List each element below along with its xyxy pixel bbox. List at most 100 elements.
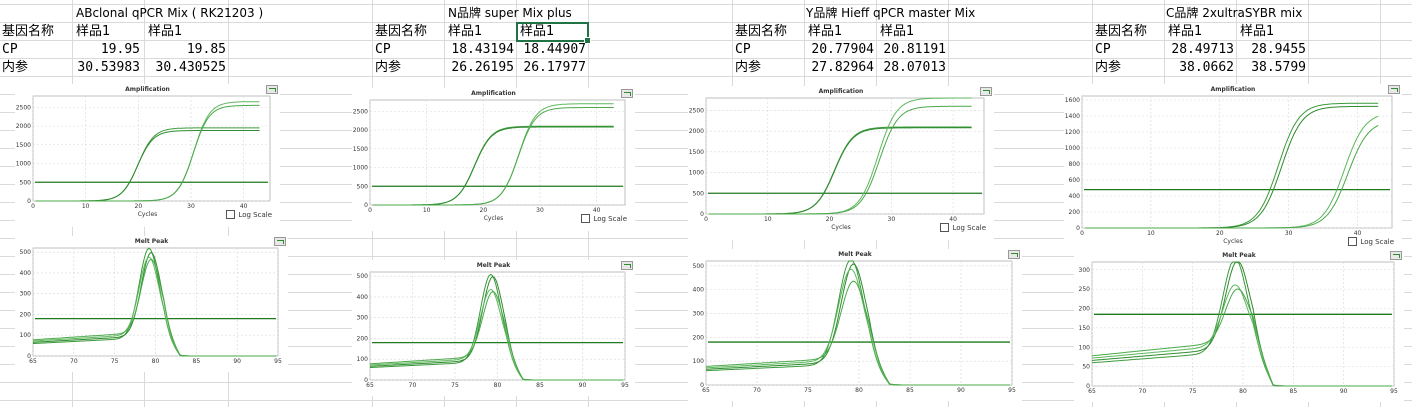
x-axis-label: Cycles bbox=[137, 211, 158, 218]
plot-options-button[interactable] bbox=[621, 261, 633, 270]
value-cell[interactable]: 30.53983 bbox=[77, 60, 140, 75]
product-title-cell[interactable]: Y品牌 Hieff qPCR master Mix bbox=[806, 6, 976, 20]
header-gene-name-cell[interactable]: 基因名称 bbox=[735, 24, 788, 39]
y-tick-label: 800 bbox=[1069, 161, 1081, 168]
header-sample-cell[interactable]: 样品1 bbox=[148, 24, 183, 39]
value-cell[interactable]: 38.5799 bbox=[1251, 60, 1306, 75]
log-scale-label: Log Scale bbox=[238, 210, 272, 219]
selected-cell-border[interactable] bbox=[516, 22, 591, 44]
x-tick-label: 40 bbox=[240, 203, 248, 210]
plot-options-button[interactable] bbox=[1008, 250, 1020, 259]
value-cell[interactable]: 27.82964 bbox=[811, 60, 874, 75]
y-tick-label: 300 bbox=[357, 315, 369, 322]
x-tick-label: 95 bbox=[1390, 388, 1398, 395]
plot-options-button[interactable] bbox=[1390, 251, 1402, 260]
x-tick-label: 20 bbox=[1216, 230, 1224, 237]
value-cell[interactable]: 18.44907 bbox=[523, 42, 586, 57]
product-title-cell[interactable]: ABclonal qPCR Mix ( RK21203 ) bbox=[76, 6, 264, 20]
value-cell[interactable]: 28.49713 bbox=[1171, 42, 1234, 57]
y-tick-label: 0 bbox=[700, 211, 704, 218]
x-tick-label: 75 bbox=[1189, 388, 1197, 395]
header-gene-name-cell[interactable]: 基因名称 bbox=[375, 24, 428, 39]
value-cell[interactable]: 30.430525 bbox=[155, 60, 226, 75]
row-label-cell[interactable]: CP bbox=[1095, 42, 1111, 57]
melt-peak-plot[interactable]: 65 70 75 80 85 90 95 0 100 200 300 400 500 Melt Peak bbox=[688, 249, 1022, 401]
y-tick-label: 200 bbox=[20, 311, 32, 318]
header-sample-cell[interactable]: 样品1 bbox=[880, 24, 915, 39]
log-scale-label: Log Scale bbox=[952, 223, 986, 232]
amplification-plot[interactable]: 0 10 20 30 40 0 200 400 600 800 1000 1200 1400 1600 Am… bbox=[1064, 84, 1402, 254]
amplification-plot[interactable]: 0 10 20 30 40 0 500 1000 1500 2000 2500 Amplificati… bbox=[688, 86, 994, 240]
melt-peak-plot[interactable]: 65 70 75 80 85 90 95 0 100 200 300 400 500 Melt Peak bbox=[352, 260, 635, 396]
product-title-cell[interactable]: C品牌 2xultraSYBR mix bbox=[1166, 6, 1303, 20]
fill-handle[interactable] bbox=[584, 37, 591, 44]
value-cell[interactable]: 38.0662 bbox=[1179, 60, 1234, 75]
row-label-cell[interactable]: CP bbox=[735, 42, 751, 57]
header-sample-cell[interactable]: 样品1 bbox=[76, 24, 111, 39]
series-line bbox=[35, 104, 260, 202]
y-tick-label: 400 bbox=[1069, 193, 1081, 200]
y-tick-label: 200 bbox=[1069, 209, 1081, 216]
plot-options-button[interactable] bbox=[621, 89, 633, 98]
value-cell[interactable]: 19.85 bbox=[186, 42, 226, 57]
row-label-cell[interactable]: 内参 bbox=[1095, 60, 1122, 75]
x-tick-label: 70 bbox=[753, 387, 761, 394]
header-sample-cell[interactable]: 样品1 bbox=[1168, 24, 1203, 39]
value-cell[interactable]: 26.17977 bbox=[523, 60, 586, 75]
header-sample-cell[interactable]: 样品1 bbox=[520, 24, 555, 39]
row-label-cell[interactable]: CP bbox=[375, 42, 391, 57]
plot-options-button[interactable] bbox=[1388, 85, 1400, 94]
y-tick-label: 0 bbox=[27, 198, 31, 205]
series-line bbox=[32, 258, 277, 357]
amplification-plot[interactable]: 0 10 20 30 40 0 500 1000 1500 2000 2500 Amplificati… bbox=[352, 88, 635, 231]
row-divider bbox=[0, 22, 1412, 23]
checkbox-box[interactable] bbox=[1348, 237, 1358, 246]
header-sample-cell[interactable]: 样品1 bbox=[1240, 24, 1275, 39]
value-cell[interactable]: 20.77904 bbox=[811, 42, 874, 57]
y-tick-label: 300 bbox=[693, 310, 705, 317]
header-sample-cell[interactable]: 样品1 bbox=[448, 24, 483, 39]
plot-area-frame bbox=[369, 99, 626, 206]
x-tick-label: 80 bbox=[152, 358, 160, 365]
row-label-cell[interactable]: 内参 bbox=[375, 60, 402, 75]
value-cell[interactable]: 28.07013 bbox=[883, 60, 946, 75]
checkbox-box[interactable] bbox=[226, 210, 236, 219]
amplification-plot[interactable]: 0 10 20 30 40 0 500 1000 1500 2000 2500 Amplificati… bbox=[15, 84, 280, 227]
header-gene-name-cell[interactable]: 基因名称 bbox=[2, 24, 55, 39]
header-sample-cell[interactable]: 样品1 bbox=[808, 24, 843, 39]
checkbox-box[interactable] bbox=[581, 214, 591, 223]
plot-title: Melt Peak bbox=[838, 251, 872, 258]
value-cell[interactable]: 18.43194 bbox=[451, 42, 514, 57]
log-scale-checkbox[interactable]: Log Scale bbox=[581, 214, 627, 223]
row-divider bbox=[0, 76, 1412, 77]
value-cell[interactable]: 20.81191 bbox=[883, 42, 946, 57]
header-gene-name-cell[interactable]: 基因名称 bbox=[1095, 24, 1148, 39]
log-scale-checkbox[interactable]: Log Scale bbox=[940, 223, 986, 232]
melt-peak-plot[interactable]: 65 70 75 80 85 90 95 0 100 200 300 400 500 Melt Peak bbox=[15, 236, 288, 372]
x-tick-label: 85 bbox=[536, 382, 544, 389]
y-tick-label: 1000 bbox=[16, 161, 31, 168]
value-cell[interactable]: 26.26195 bbox=[451, 60, 514, 75]
x-tick-label: 40 bbox=[593, 207, 601, 214]
x-tick-label: 65 bbox=[366, 382, 374, 389]
y-tick-label: 1200 bbox=[1065, 129, 1080, 136]
y-tick-label: 200 bbox=[357, 335, 369, 342]
plot-options-button[interactable] bbox=[274, 237, 286, 246]
row-label-cell[interactable]: CP bbox=[2, 42, 18, 57]
row-label-cell[interactable]: 内参 bbox=[735, 60, 762, 75]
log-scale-checkbox[interactable]: Log Scale bbox=[226, 210, 272, 219]
y-tick-label: 2500 bbox=[16, 104, 31, 111]
x-tick-label: 95 bbox=[1008, 387, 1016, 394]
row-label-cell[interactable]: 内参 bbox=[2, 60, 29, 75]
plot-options-button[interactable] bbox=[980, 87, 992, 96]
log-scale-checkbox[interactable]: Log Scale bbox=[1348, 237, 1394, 246]
value-cell[interactable]: 28.9455 bbox=[1251, 42, 1306, 57]
value-cell[interactable]: 19.95 bbox=[100, 42, 140, 57]
plot-title: Amplification bbox=[471, 90, 516, 97]
melt-peak-plot[interactable]: 65 70 75 80 85 90 95 0 50 100 150 200 250 300 Melt Pea… bbox=[1074, 250, 1404, 402]
y-tick-label: 1500 bbox=[16, 142, 31, 149]
plot-options-button[interactable] bbox=[266, 85, 278, 94]
product-title-cell[interactable]: N品牌 super Mix plus bbox=[448, 6, 572, 20]
checkbox-box[interactable] bbox=[940, 223, 950, 232]
